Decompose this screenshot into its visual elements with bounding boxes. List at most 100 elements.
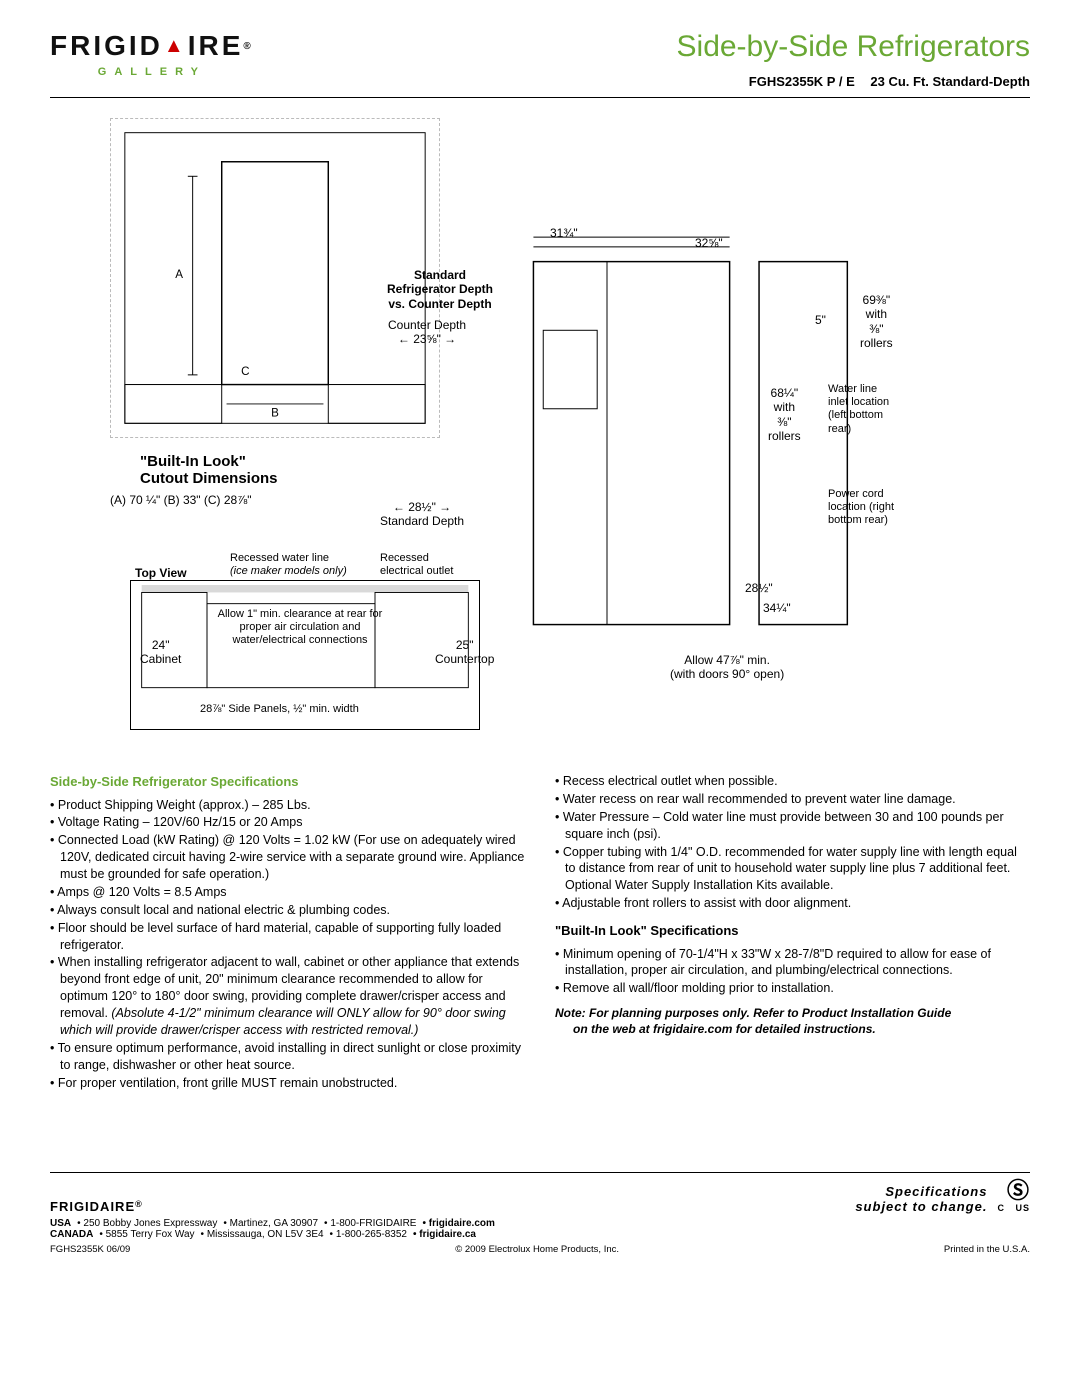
spec-item: Voltage Rating – 120V/60 Hz/15 or 20 Amp… [50,814,525,831]
spec-item: To ensure optimum performance, avoid ins… [50,1040,525,1074]
csa-mark: Ⓢ C US [997,1179,1030,1213]
fridge-drawing [500,228,920,668]
std-t2: Refrigerator Depth [387,282,493,296]
depth2: 34¼" [763,601,791,615]
rw2: (ice maker models only) [230,565,347,577]
printed: Printed in the U.S.A. [944,1244,1030,1255]
footer-brand-row: FRIGIDAIRE® Specifications subject to ch… [50,1179,1030,1213]
handle-depth: 5" [815,313,826,327]
brand-reg: ® [243,41,253,52]
h1d: rollers [860,336,893,350]
csa-icon: Ⓢ [1007,1178,1030,1203]
cd-arrow: ← 23⅝" → [398,332,456,346]
spec-item: Remove all wall/floor molding prior to i… [555,980,1030,997]
countertop-dim: 25" Countertop [435,638,494,667]
spec-list-right: Recess electrical outlet when possible.W… [555,773,1030,912]
cablbl: Cabinet [140,652,181,666]
height2: 68¼" with ⅜" rollers [768,386,801,444]
power-cord: Power cord location (right bottom rear) [828,488,898,528]
usa-phone: • 1-800-FRIGIDAIRE [324,1218,416,1229]
spec-item: Amps @ 120 Volts = 8.5 Amps [50,884,525,901]
h2c: ⅜" [777,415,791,429]
usa-lbl: USA [50,1218,71,1229]
copyright: © 2009 Electrolux Home Products, Inc. [455,1244,619,1255]
h2a: 68¼" [771,386,799,400]
brand-logo: FRIGID ▲ IRE ® GALLERY [50,30,254,78]
header-right: Side-by-Side Refrigerators FGHS2355K P /… [677,30,1030,89]
brand-left: FRIGID [50,30,163,62]
spec-item: Copper tubing with 1/4" O.D. recommended… [555,844,1030,895]
door-open: Allow 47⅞" min. (with doors 90° open) [670,653,784,682]
cutout-title1: "Built-In Look" [140,453,246,471]
h1b: with [866,307,887,321]
width2: 32⅝" [695,236,723,250]
standard-depth: ← 28½" → Standard Depth [380,500,464,529]
std-title: Standard Refrigerator Depth vs. Counter … [370,268,510,311]
model-date: FGHS2355K 06/09 [50,1244,130,1255]
spec-item: Floor should be level surface of hard ma… [50,920,525,954]
std-t3: vs. Counter Depth [388,297,491,311]
spec-item: For proper ventilation, front grille MUS… [50,1075,525,1092]
spec-col-right: Recess electrical outlet when possible.W… [555,773,1030,1092]
builtin-list: Minimum opening of 70-1/4"H x 33"W x 28-… [555,946,1030,998]
side-panels: 28⅞" Side Panels, ½" min. width [200,703,359,716]
sd-lbl: Standard Depth [380,514,464,528]
svg-text:B: B [271,407,279,420]
h1a: 69⅜" [863,293,891,307]
clearance-note: Allow 1" min. clearance at rear for prop… [210,608,390,648]
spec-col-left: Side-by-Side Refrigerator Specifications… [50,773,525,1092]
spec-item: Product Shipping Weight (approx.) – 285 … [50,797,525,814]
fb-reg: ® [135,1199,143,1209]
spec-item: Water recess on rear wall recommended to… [555,791,1030,808]
planning-note: Note: For planning purposes only. Refer … [555,1005,1030,1037]
note1: Note: For planning purposes only. Refer … [555,1006,951,1020]
can-city: • Mississauga, ON L5V 3E4 [201,1229,324,1240]
model-number: FGHS2355K P / E [749,74,855,89]
cab24: 24" [152,638,170,652]
brand-triangle-icon: ▲ [164,35,187,58]
footer-canada: CANADA • 5855 Terry Fox Way • Mississaug… [50,1229,1030,1240]
spec-item: Water Pressure – Cold water line must pr… [555,809,1030,843]
cutout-title2: Cutout Dimensions [140,470,278,488]
spec-list-left: Product Shipping Weight (approx.) – 285 … [50,797,525,1092]
cd-lbl: Counter Depth [388,318,466,332]
csa-c: C [997,1203,1005,1213]
cabinet-dim: 24" Cabinet [140,638,181,667]
spec-item: Recess electrical outlet when possible. [555,773,1030,790]
h2d: rollers [768,429,801,443]
do2: (with doors 90° open) [670,667,784,681]
page-footer: FRIGIDAIRE® Specifications subject to ch… [50,1172,1030,1254]
fridge-svg [504,232,916,664]
sn1: Specifications [885,1184,987,1199]
model-desc: 23 Cu. Ft. Standard-Depth [870,74,1030,89]
spec-item: Minimum opening of 70-1/4"H x 33"W x 28-… [555,946,1030,980]
diagram-area: A B C "Built-In Look" Cutout Dimensions … [50,118,1030,758]
width1: 31¾" [550,226,578,240]
cutout-dims: (A) 70 ¼" (B) 33" (C) 28⅞" [110,493,252,507]
usa-addr: • 250 Bobby Jones Expressway [77,1218,217,1229]
note2: on the web at frigidaire.com for detaile… [555,1021,1030,1037]
can-lbl: CANADA [50,1229,93,1240]
h1c: ⅜" [869,322,883,336]
can-phone: • 1-800-265-8352 [330,1229,407,1240]
csa-block: Specifications subject to change. Ⓢ C US [855,1179,1030,1213]
depth1: 28½" [745,581,773,595]
ro2: electrical outlet [380,565,453,577]
spec-heading: Side-by-Side Refrigerator Specifications [50,773,525,791]
std-t1: Standard [414,268,466,282]
do1: Allow 47⅞" min. [684,653,770,667]
h2b: with [774,400,795,414]
ct25: 25" [456,638,474,652]
footer-brand: FRIGIDAIRE® [50,1199,143,1214]
page-header: FRIGID ▲ IRE ® GALLERY Side-by-Side Refr… [50,30,1030,98]
spec-change-note: Specifications subject to change. [855,1184,987,1214]
spec-item: Adjustable front rollers to assist with … [555,895,1030,912]
spec-item: When installing refrigerator adjacent to… [50,954,525,1038]
brand-right: IRE [188,30,244,62]
brand-name: FRIGID ▲ IRE ® [50,30,254,62]
csa-us: US [1015,1203,1030,1213]
footer-bottom: FGHS2355K 06/09 © 2009 Electrolux Home P… [50,1244,1030,1255]
category-title: Side-by-Side Refrigerators [677,30,1030,64]
spec-item: Always consult local and national electr… [50,902,525,919]
topview-label: Top View [135,566,187,580]
